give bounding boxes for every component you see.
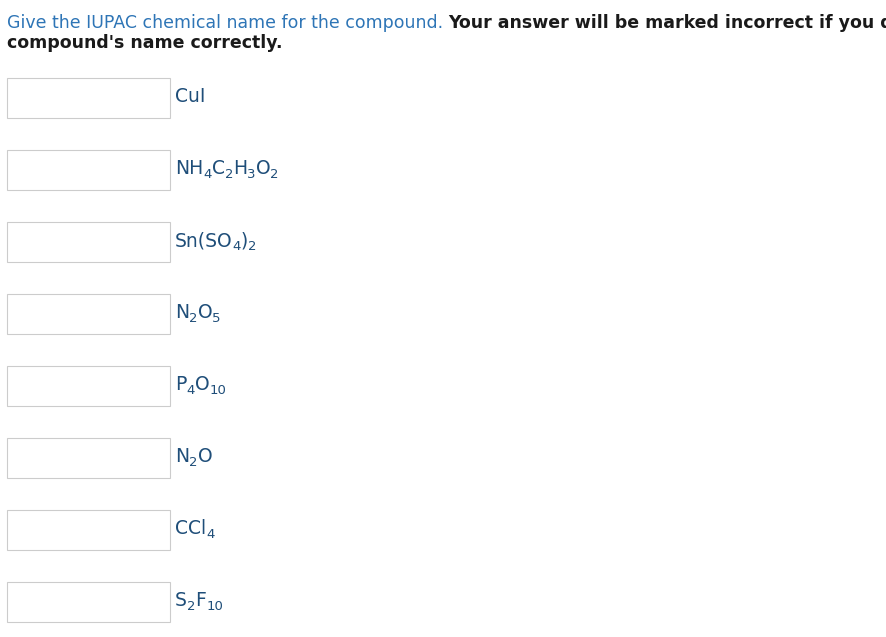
FancyBboxPatch shape (7, 510, 170, 550)
FancyBboxPatch shape (7, 78, 170, 118)
FancyBboxPatch shape (7, 222, 170, 262)
Text: N: N (175, 303, 189, 322)
Text: 4: 4 (203, 168, 212, 180)
FancyBboxPatch shape (7, 366, 170, 406)
Text: H: H (233, 159, 247, 178)
Text: 2: 2 (248, 240, 257, 252)
Text: Sn(SO: Sn(SO (175, 231, 233, 250)
Text: 10: 10 (206, 599, 223, 613)
Text: 2: 2 (225, 168, 233, 180)
FancyBboxPatch shape (7, 294, 170, 334)
Text: S: S (175, 592, 187, 610)
Text: 5: 5 (213, 311, 221, 324)
Text: 2: 2 (270, 168, 279, 180)
Text: 4: 4 (233, 240, 241, 252)
FancyBboxPatch shape (7, 438, 170, 478)
Text: )​: )​ (241, 231, 248, 250)
Text: NH: NH (175, 159, 203, 178)
Text: C: C (212, 159, 225, 178)
Text: Your answer will be marked incorrect if you did not spelled the: Your answer will be marked incorrect if … (448, 14, 886, 32)
FancyBboxPatch shape (7, 582, 170, 622)
Text: O: O (256, 159, 270, 178)
Text: O: O (198, 303, 213, 322)
Text: CuI: CuI (175, 87, 206, 106)
Text: N: N (175, 448, 189, 466)
Text: 10: 10 (209, 383, 226, 396)
Text: 4: 4 (206, 527, 214, 541)
Text: O: O (195, 375, 209, 394)
FancyBboxPatch shape (7, 150, 170, 190)
Text: 4: 4 (186, 383, 195, 396)
Text: O: O (198, 448, 213, 466)
Text: 2: 2 (189, 455, 198, 468)
Text: P: P (175, 375, 186, 394)
Text: compound's name correctly.: compound's name correctly. (7, 34, 283, 52)
Text: 3: 3 (247, 168, 256, 180)
Text: F: F (196, 592, 206, 610)
Text: 2: 2 (187, 599, 196, 613)
Text: 2: 2 (189, 311, 198, 324)
Text: Give the IUPAC chemical name for the compound.: Give the IUPAC chemical name for the com… (7, 14, 448, 32)
Text: CCl: CCl (175, 520, 206, 538)
